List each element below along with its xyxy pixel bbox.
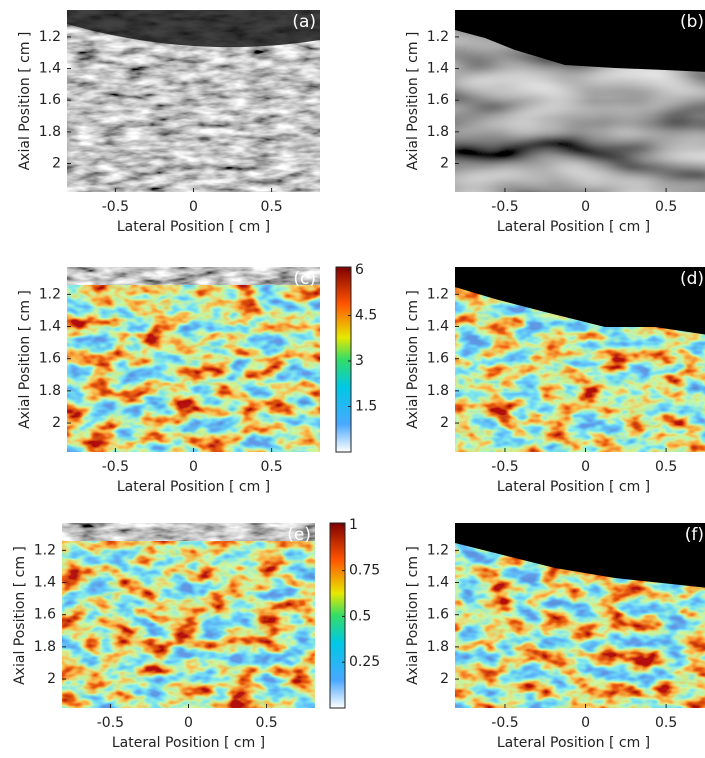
y-tick-label: 1.2 (39, 286, 61, 302)
x-tick-label: -0.5 (102, 199, 129, 215)
y-tick-label: 1.2 (427, 286, 449, 302)
dark-top (67, 10, 320, 48)
x-tick-label: -0.5 (102, 459, 129, 475)
x-tick-label: -0.5 (491, 715, 518, 731)
x-axis-label: Lateral Position [ cm ] (497, 219, 650, 235)
y-tick-label: 1.8 (427, 124, 449, 140)
panel: -0.5 0 0.5 1.2 1.4 1.6 1.8 2 Lateral Position [ … (405, 10, 705, 235)
colorbar-tick-label: 0.5 (349, 608, 371, 624)
panel: -0.5 0 0.5 1.2 1.4 1.6 1.8 2 Lateral Position [ … (17, 262, 377, 495)
y-tick-label: 2 (440, 156, 449, 172)
colorbar (329, 522, 346, 709)
y-axis-label: Axial Position [ cm ] (405, 546, 421, 685)
panel-title: (d) (680, 269, 704, 289)
y-tick-label: 2 (52, 156, 61, 172)
panel-title: (a) (292, 12, 316, 32)
colorbar-tick-label: 0.25 (349, 654, 380, 670)
x-tick-label: -0.5 (97, 715, 124, 731)
y-tick-label: 1.8 (34, 639, 56, 655)
x-tick-label: 0 (184, 715, 193, 731)
x-tick-label: 0.5 (255, 715, 277, 731)
x-tick-label: 0.5 (260, 459, 282, 475)
x-tick-label: 0 (581, 459, 590, 475)
y-tick-label: 1.8 (39, 124, 61, 140)
y-tick-label: 1.8 (427, 383, 449, 399)
panel: -0.5 0 0.5 1.2 1.4 1.6 1.8 2 Lateral Position [ … (17, 10, 320, 235)
y-tick-label: 2 (47, 671, 56, 687)
panel: -0.5 0 0.5 1.2 1.4 1.6 1.8 2 Lateral Position [ … (405, 523, 705, 751)
y-tick-label: 1.4 (39, 319, 61, 335)
colorbar (335, 266, 352, 453)
image-area (67, 10, 320, 192)
colorbar-tick-label: 1.5 (355, 399, 377, 415)
x-tick-label: 0.5 (260, 199, 282, 215)
x-tick-label: 0.5 (655, 199, 677, 215)
panel: -0.5 0 0.5 1.2 1.4 1.6 1.8 2 Lateral Position [ … (12, 517, 380, 751)
colorbar-tick-label: 6 (355, 262, 364, 278)
y-tick-label: 1.6 (427, 351, 449, 367)
image-area (455, 267, 705, 452)
image-area (455, 10, 705, 192)
panel-title: (e) (287, 525, 311, 545)
y-tick-label: 1.4 (39, 61, 61, 77)
y-tick-label: 1.6 (39, 351, 61, 367)
y-tick-label: 1.6 (427, 92, 449, 108)
x-tick-label: 0.5 (655, 715, 677, 731)
y-tick-label: 1.4 (427, 61, 449, 77)
mask (455, 267, 705, 335)
y-axis-label: Axial Position [ cm ] (17, 32, 33, 171)
x-axis-label: Lateral Position [ cm ] (497, 735, 650, 751)
y-tick-label: 1.2 (427, 542, 449, 558)
mask (455, 523, 705, 588)
x-tick-label: 0 (581, 199, 590, 215)
y-tick-label: 1.6 (34, 607, 56, 623)
colorbar-tick-label: 4.5 (355, 308, 377, 324)
y-tick-label: 2 (440, 415, 449, 431)
x-axis-label: Lateral Position [ cm ] (117, 219, 270, 235)
panel-title: (c) (293, 269, 316, 289)
panel-title: (f) (685, 525, 704, 545)
x-axis-label: Lateral Position [ cm ] (497, 479, 650, 495)
y-tick-label: 1.6 (427, 607, 449, 623)
y-axis-label: Axial Position [ cm ] (17, 290, 33, 429)
colorbar-tick-label: 0.75 (349, 563, 380, 579)
image-area (455, 523, 705, 708)
colorbar-tick-label: 1 (349, 517, 358, 533)
y-tick-label: 1.4 (427, 319, 449, 335)
y-tick-label: 1.2 (34, 542, 56, 558)
x-axis-label: Lateral Position [ cm ] (112, 735, 265, 751)
image-area (62, 523, 315, 708)
x-tick-label: -0.5 (491, 459, 518, 475)
x-tick-label: 0 (581, 715, 590, 731)
x-tick-label: 0.5 (655, 459, 677, 475)
y-tick-label: 1.4 (34, 575, 56, 591)
map (62, 541, 315, 708)
y-tick-label: 1.6 (39, 92, 61, 108)
y-tick-label: 2 (52, 415, 61, 431)
y-tick-label: 1.4 (427, 575, 449, 591)
mask (455, 10, 705, 72)
x-tick-label: -0.5 (491, 199, 518, 215)
map (67, 285, 320, 452)
x-axis-label: Lateral Position [ cm ] (117, 479, 270, 495)
y-tick-label: 1.2 (427, 29, 449, 45)
y-tick-label: 1.8 (39, 383, 61, 399)
colorbar-tick-label: 3 (355, 353, 364, 369)
y-axis-label: Axial Position [ cm ] (405, 32, 421, 171)
y-axis-label: Axial Position [ cm ] (405, 290, 421, 429)
y-axis-label: Axial Position [ cm ] (12, 546, 28, 685)
y-tick-label: 1.2 (39, 29, 61, 45)
x-tick-label: 0 (189, 199, 198, 215)
y-tick-label: 1.8 (427, 639, 449, 655)
y-tick-label: 2 (440, 671, 449, 687)
panel: -0.5 0 0.5 1.2 1.4 1.6 1.8 2 Lateral Position [ … (405, 267, 705, 495)
panel-title: (b) (680, 12, 704, 32)
image-area (67, 267, 320, 452)
x-tick-label: 0 (189, 459, 198, 475)
